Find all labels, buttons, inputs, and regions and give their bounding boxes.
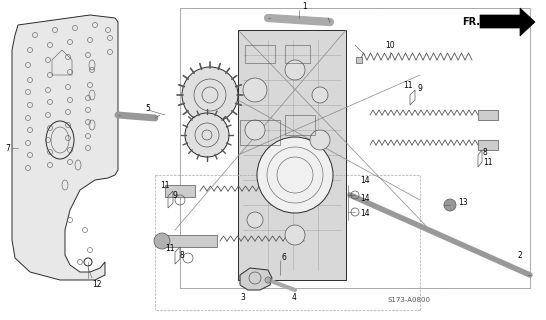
- Text: 11: 11: [403, 81, 412, 90]
- Bar: [478, 140, 498, 150]
- Circle shape: [257, 137, 333, 213]
- Text: 9: 9: [173, 190, 178, 199]
- Bar: [245, 45, 275, 63]
- Text: 8: 8: [180, 251, 185, 260]
- Bar: [238, 30, 346, 280]
- Bar: [356, 57, 362, 63]
- Text: 11: 11: [165, 244, 175, 252]
- Bar: [162, 235, 217, 247]
- Circle shape: [285, 60, 305, 80]
- Circle shape: [444, 199, 456, 211]
- Circle shape: [154, 233, 170, 249]
- Circle shape: [182, 67, 238, 123]
- Text: 2: 2: [518, 251, 523, 260]
- Text: 1: 1: [302, 2, 307, 11]
- Circle shape: [243, 78, 267, 102]
- Text: 8: 8: [483, 148, 488, 156]
- Text: 11: 11: [483, 157, 492, 166]
- Circle shape: [285, 225, 305, 245]
- Bar: [180, 8, 530, 288]
- Text: 14: 14: [360, 209, 370, 218]
- Polygon shape: [12, 15, 118, 280]
- Circle shape: [312, 87, 328, 103]
- Circle shape: [185, 113, 229, 157]
- Text: 10: 10: [385, 41, 395, 50]
- Polygon shape: [480, 8, 535, 36]
- Text: 12: 12: [92, 280, 102, 289]
- Text: 4: 4: [292, 292, 297, 301]
- Circle shape: [247, 212, 263, 228]
- Text: FR.: FR.: [462, 17, 480, 27]
- Bar: [165, 185, 195, 197]
- Text: 7: 7: [5, 143, 10, 153]
- Text: 9: 9: [418, 84, 423, 92]
- Bar: [240, 120, 280, 145]
- Text: 3: 3: [241, 293, 246, 302]
- Text: 11: 11: [160, 180, 169, 189]
- Text: 5: 5: [146, 103, 151, 113]
- Ellipse shape: [46, 121, 74, 159]
- Circle shape: [310, 130, 330, 150]
- Text: S173-A0800: S173-A0800: [388, 297, 431, 303]
- Text: 13: 13: [458, 197, 467, 206]
- Bar: [285, 115, 315, 135]
- Text: 14: 14: [360, 175, 370, 185]
- Circle shape: [245, 120, 265, 140]
- Bar: [478, 110, 498, 120]
- Polygon shape: [240, 268, 272, 290]
- Text: 14: 14: [360, 194, 370, 203]
- Text: 6: 6: [282, 252, 287, 261]
- Bar: [285, 45, 310, 63]
